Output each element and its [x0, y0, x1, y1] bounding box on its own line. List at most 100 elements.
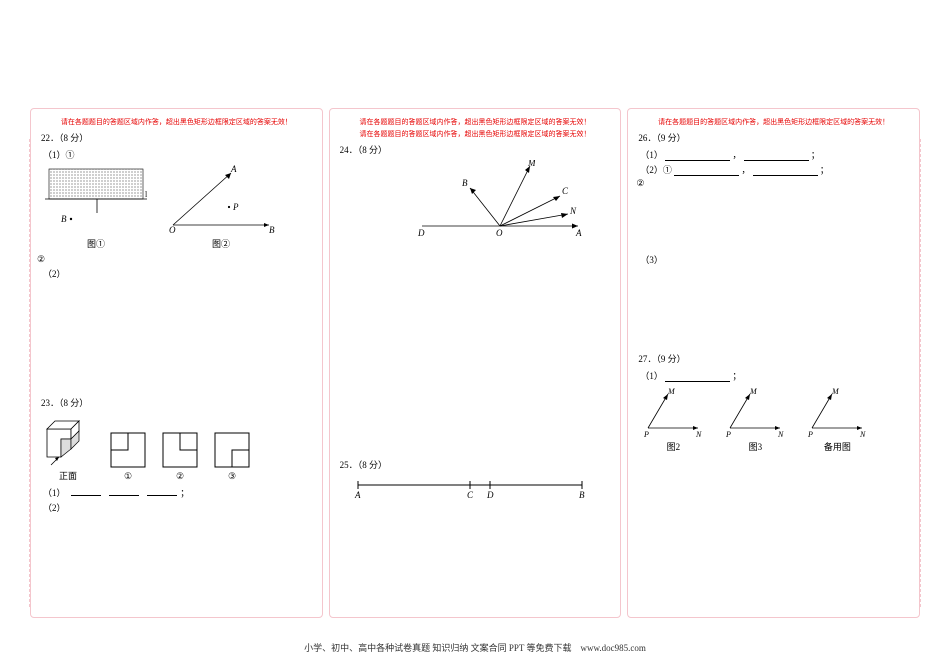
- svg-text:M: M: [667, 388, 676, 396]
- blank[interactable]: [665, 372, 730, 382]
- q22-1-2: ②: [37, 254, 312, 265]
- svg-text:N: N: [695, 430, 702, 438]
- q24-head: 24．（8 分）: [340, 143, 611, 156]
- warning-top: 请在各题题目的答题区域内作答，超出黑色矩形边框限定区域的答案无效！: [638, 117, 909, 127]
- q27-figs: M P N 图2 M P N 图3: [638, 388, 909, 453]
- q22-fig1: [] l: [41, 165, 151, 250]
- panel-mid: 请在各题题目的答题区域内作答，超出黑色矩形边框限定区域的答案无效！ 请在各题题目…: [329, 108, 622, 618]
- sep: ，: [741, 165, 750, 175]
- blank[interactable]: [665, 151, 730, 161]
- semi: ；: [811, 150, 820, 160]
- q22-num: 22．: [41, 133, 59, 143]
- q26-2-l: （2）①: [640, 165, 672, 175]
- q24-fig: M B C N D O A: [410, 160, 611, 240]
- q23-o3: ③: [213, 471, 251, 482]
- q27-fig2-l: 图2: [638, 440, 708, 453]
- blank[interactable]: [744, 151, 809, 161]
- q22-fig1-label: 图①: [41, 237, 151, 250]
- q27-fig3-l: 图3: [720, 440, 790, 453]
- q26-2b: ②: [636, 178, 909, 189]
- q27-fig2: M P N 图2: [638, 388, 708, 453]
- q27-spare-l: 备用图: [802, 440, 872, 453]
- footer: 小学、初中、高中各种试卷真题 知识归纳 文案合同 PPT 等免费下载 www.d…: [0, 641, 950, 654]
- warning-top: 请在各题题目的答题区域内作答，超出黑色矩形边框限定区域的答案无效！: [41, 117, 312, 127]
- pt-P: P: [232, 202, 239, 212]
- q22-pts: （8 分）: [59, 133, 88, 143]
- svg-text:N: N: [569, 206, 577, 216]
- q27-1: （1） ；: [640, 369, 909, 382]
- svg-text:P: P: [807, 430, 813, 438]
- q25-fig: A C D B: [350, 475, 611, 499]
- q23-o1: ①: [109, 471, 147, 482]
- q27-spare: M P N 备用图: [802, 388, 872, 453]
- q25-pts: （8 分）: [358, 460, 387, 470]
- warning-top-b: 请在各题题目的答题区域内作答，超出黑色矩形边框限定区域的答案无效！: [340, 129, 611, 139]
- pt-B: B: [61, 214, 67, 224]
- q23-opt3: ③: [213, 431, 251, 482]
- panel-right: 请在各题题目的答题区域内作答，超出黑色矩形边框限定区域的答案无效！ 26．（9 …: [627, 108, 920, 618]
- pt-l: l: [145, 190, 148, 199]
- pt-O: O: [169, 225, 176, 235]
- blank[interactable]: [147, 486, 177, 496]
- svg-text:C: C: [467, 490, 474, 499]
- q26-head: 26．（9 分）: [638, 131, 909, 144]
- svg-text:B: B: [579, 490, 585, 499]
- svg-text:A: A: [354, 490, 361, 499]
- blank[interactable]: [71, 486, 101, 496]
- q26-1: （1） ， ；: [640, 148, 909, 161]
- q22-2: （2）: [43, 267, 312, 280]
- svg-text:M: M: [749, 388, 758, 396]
- semi: ；: [820, 165, 829, 175]
- pt-A: A: [230, 165, 237, 174]
- svg-text:D: D: [417, 228, 425, 238]
- semi: ；: [732, 371, 741, 381]
- q23-front: 正面: [41, 469, 95, 482]
- q23-solid: 正面: [41, 413, 95, 482]
- q27-num: 27．: [638, 354, 656, 364]
- q23-opt2: ②: [161, 431, 199, 482]
- svg-text:N: N: [859, 430, 866, 438]
- panel-left: 请在各题题目的答题区域内作答，超出黑色矩形边框限定区域的答案无效！ 22．（8 …: [30, 108, 323, 618]
- q27-fig3: M P N 图3: [720, 388, 790, 453]
- q22-fig2: P A O B 图②: [161, 165, 281, 250]
- q27-1-l: （1）: [640, 371, 663, 381]
- q25-num: 25．: [340, 460, 358, 470]
- q27-pts: （9 分）: [656, 354, 685, 364]
- svg-text:D: D: [486, 490, 494, 499]
- q23-pts: （8 分）: [59, 398, 88, 408]
- q23-2: （2）: [43, 501, 312, 514]
- svg-text:C: C: [562, 186, 569, 196]
- q23-figures: 正面 ① ② ③: [41, 413, 312, 482]
- pt-B2: B: [269, 225, 275, 235]
- svg-text:M: M: [527, 160, 536, 168]
- blank[interactable]: [674, 166, 739, 176]
- q26-1-l: （1）: [640, 150, 663, 160]
- q23-head: 23．（8 分）: [41, 396, 312, 409]
- svg-text:B: B: [462, 178, 468, 188]
- q23-opt1: ①: [109, 431, 147, 482]
- svg-text:A: A: [575, 228, 582, 238]
- q27-head: 27．（9 分）: [638, 352, 909, 365]
- svg-text:N: N: [777, 430, 784, 438]
- q26-num: 26．: [638, 133, 656, 143]
- blank[interactable]: [109, 486, 139, 496]
- dashed-right: [918, 139, 921, 607]
- q23-num: 23．: [41, 398, 59, 408]
- svg-text:M: M: [831, 388, 840, 396]
- q23-1: （1） ；: [43, 486, 312, 499]
- q25-head: 25．（8 分）: [340, 458, 611, 471]
- q26-3: （3）: [640, 253, 909, 266]
- blank[interactable]: [753, 166, 818, 176]
- q26-pts: （9 分）: [656, 133, 685, 143]
- sep: ，: [732, 150, 741, 160]
- q22-fig2-label: 图②: [161, 237, 281, 250]
- svg-text:P: P: [643, 430, 649, 438]
- q22-1-1: （1）①: [43, 148, 312, 161]
- q24-num: 24．: [340, 145, 358, 155]
- q26-2a: （2）① ， ；: [640, 163, 909, 176]
- warning-top: 请在各题题目的答题区域内作答，超出黑色矩形边框限定区域的答案无效！: [340, 117, 611, 127]
- q22-figures: [] l: [41, 165, 312, 250]
- q24-pts: （8 分）: [358, 145, 387, 155]
- svg-text:O: O: [496, 228, 503, 238]
- svg-text:P: P: [725, 430, 731, 438]
